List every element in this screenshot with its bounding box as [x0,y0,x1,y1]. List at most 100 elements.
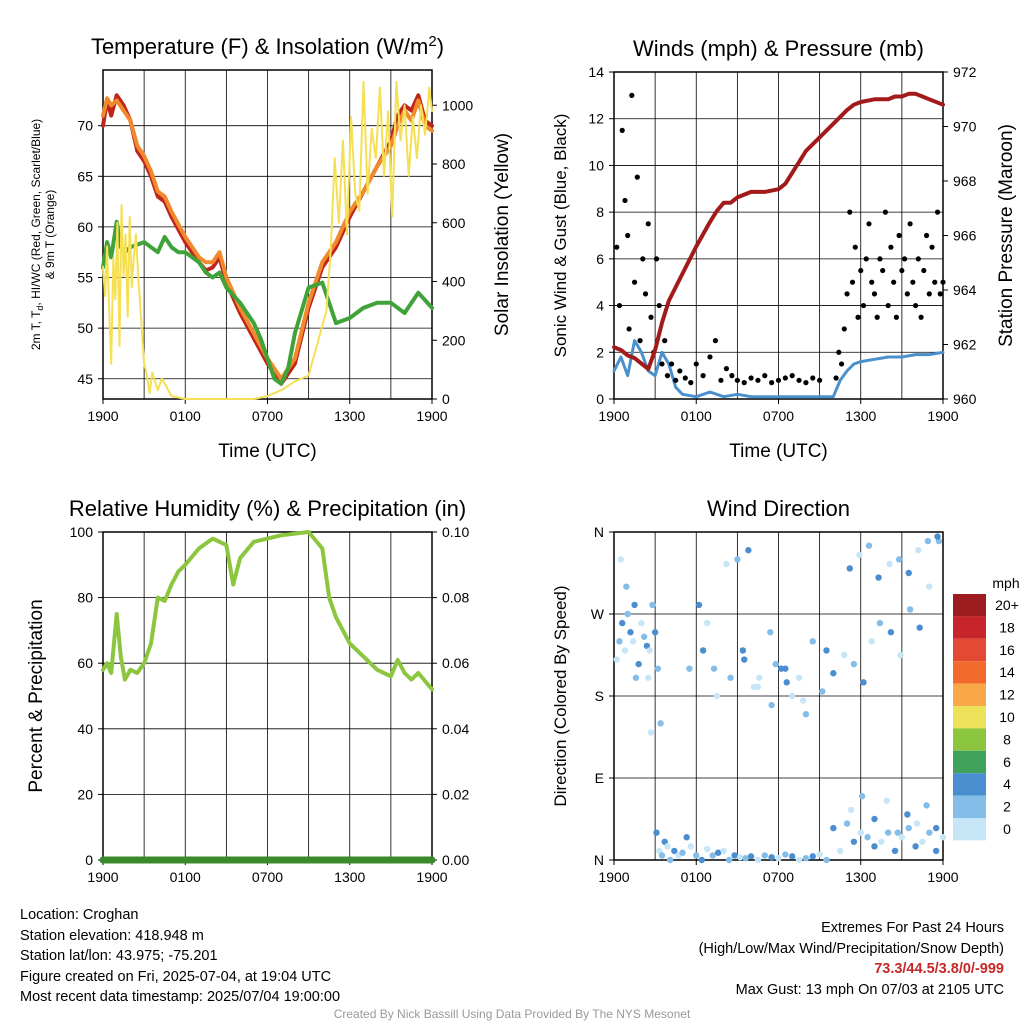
direction-point [657,720,664,727]
x-tick-label: 0700 [763,869,794,885]
gust-point [755,377,761,383]
direction-point [651,629,659,636]
direction-point [736,854,744,861]
direction-point [819,688,826,695]
gust-point [885,302,891,309]
direction-point [782,851,789,858]
gust-point [748,375,754,381]
direction-point [802,711,810,718]
gust-point [642,291,649,297]
direction-point [756,674,763,681]
gust-point [634,174,640,180]
direction-point [783,679,790,686]
gust-point [833,375,839,381]
direction-point [850,838,858,845]
direction-point [671,847,678,855]
direction-point [720,847,727,855]
gust-point [622,197,628,204]
y-tick-label: 8 [596,204,604,220]
y-tick-label-right: 600 [442,215,466,231]
direction-point [868,638,875,645]
gust-point [874,314,880,320]
y-tick-label: S [595,688,604,704]
direction-point [875,574,882,581]
direction-point [731,852,738,859]
direction-point [913,820,921,827]
gust-point [923,232,930,239]
direction-point [686,665,693,672]
gust-point [626,326,632,332]
direction-point [725,856,733,864]
colorbar-swatch [953,750,986,774]
y-tick-label: 50 [77,320,93,336]
y-tick-label: 12 [588,111,604,127]
x-axis-label: Time (UTC) [729,441,828,462]
station-elevation: Station elevation: 418.948 m [20,927,204,944]
gust-point [796,377,802,383]
x-axis-label: Time (UTC) [218,441,317,462]
direction-point [919,838,926,845]
x-tick-label: 1900 [416,869,447,885]
y-tick-label: 0 [596,391,604,407]
direction-point [734,556,741,563]
wind-speed-colorbar: mph 20+ 18 16 14 12 10 8 6 4 2 0 [953,575,1020,841]
direction-point [884,829,892,836]
y-tick-label: 14 [588,64,604,80]
direction-point [750,683,758,691]
direction-point [693,852,700,859]
series-rh-line [101,530,434,692]
direction-point [704,619,711,627]
series-wind-line [612,339,945,399]
gust-point [723,366,730,372]
direction-point [664,843,671,850]
gust-point [937,291,943,297]
gust-point [712,338,719,344]
gust-point [673,377,679,383]
direction-point [713,692,721,700]
extremes-legend: (High/Low/Max Wind/Precipitation/Snow De… [698,940,1004,957]
direction-point [860,679,867,686]
direction-point [624,610,631,618]
colorbar-label: 10 [999,709,1015,725]
colorbar-swatch [953,773,986,796]
temperature-panel: 1900 0100 0700 1300 1900 Temperature (F) & In… [29,33,513,462]
gust-point [902,256,908,262]
y-tick-label-right: 0 [442,391,450,407]
gust-point [677,368,683,374]
gust-point [918,314,924,320]
direction-point [895,556,903,563]
gust-point [629,92,635,98]
direction-point [723,560,730,568]
direction-point [747,853,755,860]
y-tick-label: 60 [77,219,93,235]
gust-point [880,267,886,274]
direction-point [912,843,919,850]
gust-point [648,314,654,320]
direction-point [761,852,768,859]
direction-point [613,656,620,663]
x-tick-label: 0700 [252,869,283,885]
y-tick-label: 40 [77,721,93,737]
panel-title: Temperature (F) & Insolation (W/m2) [91,33,444,59]
y-tick-label-right: 400 [442,274,466,290]
direction-point [768,701,775,709]
station-latlon: Station lat/lon: 43.975; -75.201 [20,948,218,964]
gust-point [899,267,905,274]
colorbar-swatch [953,706,986,729]
direction-point [635,660,642,668]
y-axis-label-right: Solar Insolation (Yellow) [492,133,513,336]
direction-point [695,601,703,609]
direction-point [926,583,933,590]
direction-point [795,856,803,864]
gust-point [645,221,651,227]
gust-point [847,209,853,215]
gust-point [640,256,646,262]
gust-point [631,279,638,285]
direction-point [915,547,922,554]
gust-point [775,377,782,383]
y-tick-label-right: 0.10 [442,524,469,540]
extremes-summary: Extremes For Past 24 Hours (High/Low/Max… [699,918,1004,1000]
direction-point [789,853,796,860]
direction-point [617,556,625,563]
direction-point [629,638,637,645]
